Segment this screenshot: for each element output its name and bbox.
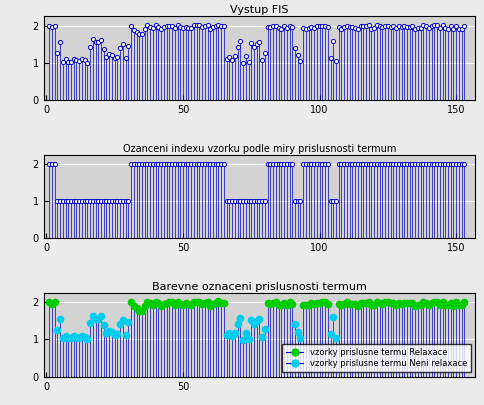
Legend: vzorky prislusne termu Relaxace, vzorky prislusne termu Neni relaxace: vzorky prislusne termu Relaxace, vzorky …: [282, 344, 470, 373]
Title: Vystup FIS: Vystup FIS: [230, 5, 288, 15]
Title: Barevne oznaceni prislusnosti termum: Barevne oznaceni prislusnosti termum: [151, 282, 366, 292]
Title: Ozanceni indexu vzorku podle miry prislusnosti termum: Ozanceni indexu vzorku podle miry prislu…: [122, 144, 395, 154]
